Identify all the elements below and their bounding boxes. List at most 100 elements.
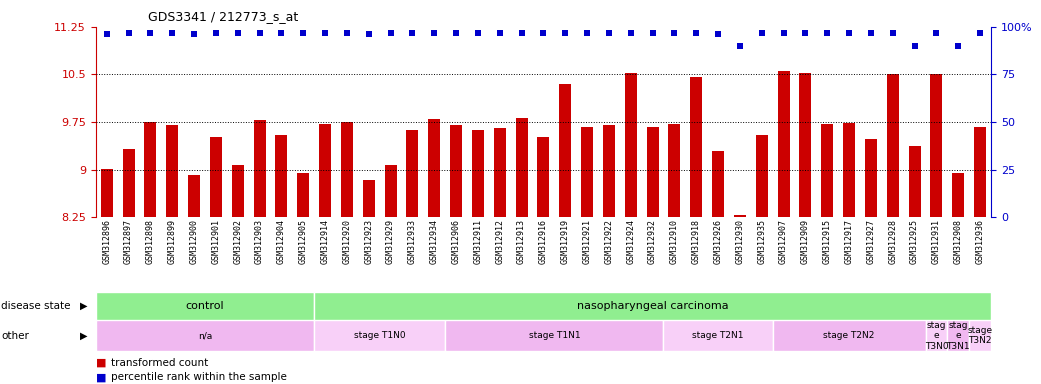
Text: transformed count: transformed count [111, 358, 208, 368]
Text: GSM312935: GSM312935 [757, 219, 766, 264]
Bar [690, 77, 703, 217]
Text: GSM312919: GSM312919 [561, 219, 569, 264]
Text: GSM312914: GSM312914 [321, 219, 330, 264]
Text: nasopharyngeal carcinoma: nasopharyngeal carcinoma [577, 301, 729, 311]
Text: GSM312904: GSM312904 [277, 219, 286, 264]
Bar [947, 320, 969, 351]
Text: GSM312922: GSM312922 [605, 219, 613, 264]
Bar [167, 125, 178, 217]
Bar [515, 118, 528, 217]
Bar [821, 124, 833, 217]
Point [360, 31, 377, 38]
Text: GSM312898: GSM312898 [146, 219, 155, 264]
Bar [362, 180, 375, 217]
Point [448, 30, 464, 36]
Bar [188, 175, 200, 217]
Text: GSM312917: GSM312917 [844, 219, 854, 264]
Point [601, 30, 617, 36]
Text: GSM312910: GSM312910 [670, 219, 679, 264]
Text: GSM312897: GSM312897 [124, 219, 133, 264]
Text: GSM312927: GSM312927 [866, 219, 875, 264]
Point [98, 31, 115, 38]
Text: GSM312905: GSM312905 [299, 219, 308, 264]
Text: stage
T3N2: stage T3N2 [967, 326, 993, 345]
Text: stag
e
T3N1: stag e T3N1 [946, 321, 970, 351]
Bar [123, 149, 134, 217]
Bar [450, 125, 462, 217]
Bar [756, 135, 768, 217]
Bar [276, 135, 287, 217]
Bar [974, 127, 986, 217]
Bar [925, 320, 947, 351]
Bar [559, 84, 572, 217]
Text: GSM312920: GSM312920 [342, 219, 352, 264]
Point [644, 30, 661, 36]
Bar [446, 320, 663, 351]
Bar [778, 71, 790, 217]
Text: GSM312925: GSM312925 [910, 219, 919, 264]
Point [841, 30, 858, 36]
Bar [668, 124, 681, 217]
Point [316, 30, 333, 36]
Bar [953, 173, 964, 217]
Text: GSM312912: GSM312912 [496, 219, 504, 264]
Point [382, 30, 399, 36]
Text: GSM312933: GSM312933 [408, 219, 416, 264]
Text: GSM312911: GSM312911 [474, 219, 482, 264]
Point [797, 30, 814, 36]
Text: GDS3341 / 212773_s_at: GDS3341 / 212773_s_at [148, 10, 298, 23]
Bar [772, 320, 925, 351]
Text: ▶: ▶ [80, 301, 87, 311]
Text: GSM312906: GSM312906 [452, 219, 460, 264]
Point [251, 30, 268, 36]
Point [229, 30, 246, 36]
Bar [625, 73, 637, 217]
Bar [254, 120, 265, 217]
Text: percentile rank within the sample: percentile rank within the sample [111, 372, 287, 382]
Point [732, 43, 748, 49]
Text: GSM312901: GSM312901 [211, 219, 221, 264]
Point [142, 30, 158, 36]
Text: ▶: ▶ [80, 331, 87, 341]
Text: GSM312926: GSM312926 [713, 219, 722, 264]
Bar [210, 137, 222, 217]
Text: other: other [1, 331, 29, 341]
Text: stag
e
T3N0: stag e T3N0 [924, 321, 948, 351]
Bar [340, 122, 353, 217]
Point [185, 31, 202, 38]
Bar [493, 129, 506, 217]
Bar [537, 137, 550, 217]
Bar [843, 123, 855, 217]
Text: ■: ■ [96, 372, 109, 382]
Text: GSM312932: GSM312932 [649, 219, 657, 264]
Bar [472, 130, 484, 217]
Point [120, 30, 136, 36]
Bar [298, 173, 309, 217]
Bar [314, 292, 991, 320]
Point [623, 30, 639, 36]
Bar [428, 119, 440, 217]
Point [163, 30, 180, 36]
Bar [646, 127, 659, 217]
Text: stage T1N0: stage T1N0 [354, 331, 405, 340]
Point [710, 31, 727, 38]
Point [863, 30, 880, 36]
Text: stage T2N2: stage T2N2 [823, 331, 874, 340]
Point [338, 30, 355, 36]
Bar [887, 74, 898, 217]
Text: GSM312931: GSM312931 [932, 219, 941, 264]
Text: GSM312908: GSM312908 [954, 219, 963, 264]
Point [972, 30, 989, 36]
Point [535, 30, 552, 36]
Text: stage T1N1: stage T1N1 [529, 331, 580, 340]
Text: control: control [185, 301, 224, 311]
Bar [909, 146, 920, 217]
Point [950, 43, 967, 49]
Bar [734, 215, 746, 217]
Point [207, 30, 224, 36]
Text: GSM312923: GSM312923 [364, 219, 374, 264]
Bar [969, 320, 991, 351]
Bar [799, 73, 811, 217]
Text: ■: ■ [96, 358, 109, 368]
Point [273, 30, 289, 36]
